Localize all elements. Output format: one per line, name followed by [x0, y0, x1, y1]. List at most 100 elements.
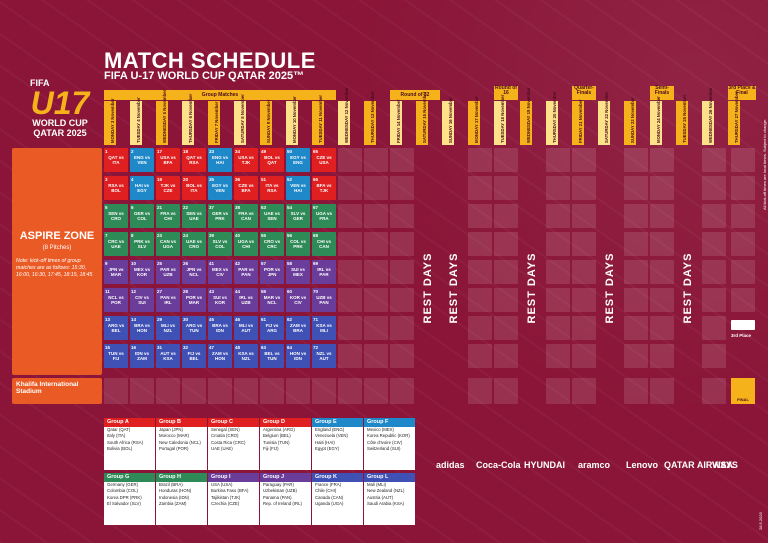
match-cell: 3 RSA vs BOL — [104, 176, 128, 200]
empty-slot — [731, 176, 755, 200]
day-header: MONDAY 10 November — [286, 96, 298, 145]
empty-slot — [494, 148, 518, 172]
match-cell: 65 CZE vs USA — [312, 148, 336, 172]
sponsor-logo: Coca-Cola — [476, 460, 521, 470]
side-note: All kick-off times are local times. Subj… — [762, 118, 767, 210]
match-cell: 21 FRA vs CHI — [156, 204, 180, 228]
empty-slot — [390, 378, 414, 404]
match-cell: 53 UAE vs SEN — [260, 204, 284, 228]
empty-slot — [731, 232, 755, 256]
match-cell: 27 PAN vs IRL — [156, 288, 180, 312]
sponsors-row: adidas Coca-Cola HYUNDAI aramco Lenovo QATAR … — [436, 450, 746, 510]
empty-slot — [390, 344, 414, 368]
match-cell: 15 TUN vs FIJ — [104, 344, 128, 368]
empty-slot — [468, 176, 492, 200]
match-cell: 37 GER vs PRK — [208, 204, 232, 228]
empty-slot — [650, 176, 674, 200]
match-cell: 60 KOR vs CIV — [286, 288, 310, 312]
stage-semi-finals: Semi-Finals — [650, 86, 674, 100]
match-cell: 14 BRA vs HON — [130, 316, 154, 340]
page-title: MATCH SCHEDULE — [104, 48, 316, 73]
empty-slot — [364, 316, 388, 340]
empty-slot — [572, 378, 596, 404]
empty-slot — [650, 288, 674, 312]
group-box: Group C Senegal (SEN) Croatia (CRO) Costa R… — [208, 418, 259, 470]
third-place-slot — [731, 320, 755, 330]
empty-slot — [468, 288, 492, 312]
match-cell: 7 CRC vs UAE — [104, 232, 128, 256]
rest-days-label: REST DAYS — [448, 252, 460, 324]
day-header: SUNDAY 23 November — [624, 97, 636, 145]
empty-slot — [546, 378, 570, 404]
match-cell: 16 IDN vs ZAM — [130, 344, 154, 368]
empty-slot — [572, 288, 596, 312]
empty-slot — [338, 378, 362, 404]
stage-round-of-16: Round of 16 — [494, 86, 518, 100]
match-cell: 57 POR vs JPN — [260, 260, 284, 284]
match-cell: 50 EGY vs ENG — [286, 148, 310, 172]
empty-slot — [702, 232, 726, 256]
empty-slot — [572, 148, 596, 172]
match-cell: 68 CHI vs CAN — [312, 232, 336, 256]
match-cell: 12 CIV vs SUI — [130, 288, 154, 312]
group-box: Group D Argentina (ARG) Belgium (BEL) Tunis… — [260, 418, 311, 470]
sponsor-logo: HYUNDAI — [524, 460, 566, 470]
rest-days-label: REST DAYS — [526, 252, 538, 324]
group-box: Group F Mexico (MEX) Korea Republic (KOR) C… — [364, 418, 415, 470]
day-header: SATURDAY 22 November — [598, 92, 610, 145]
match-cell: 69 IRL vs PAR — [312, 260, 336, 284]
match-cell: 40 UGA vs CHI — [234, 232, 258, 256]
stage-quarter-finals: Quarter-Finals — [572, 86, 596, 100]
match-cell: 25 PAR vs UZB — [156, 260, 180, 284]
empty-slot — [338, 260, 362, 284]
empty-slot — [572, 232, 596, 256]
match-cell: 42 PAR vs PAN — [234, 260, 258, 284]
empty-slot — [390, 232, 414, 256]
empty-slot — [650, 148, 674, 172]
day-header: MONDAY 17 November — [468, 96, 480, 145]
empty-slot — [286, 378, 310, 404]
empty-slot — [494, 288, 518, 312]
group-box: Group K France (FRA) Chile (CHI) Canada (CA… — [312, 473, 363, 525]
empty-slot — [494, 204, 518, 228]
empty-slot — [312, 378, 336, 404]
rest-days-label: REST DAYS — [422, 252, 434, 324]
match-cell: 32 FIJ vs BEL — [182, 344, 206, 368]
sponsor-logo: adidas — [436, 460, 465, 470]
empty-slot — [390, 148, 414, 172]
empty-slot — [182, 378, 206, 404]
empty-slot — [494, 176, 518, 200]
day-header: THURSDAY 13 November — [364, 91, 376, 145]
empty-slot — [546, 316, 570, 340]
empty-slot — [572, 316, 596, 340]
empty-slot — [702, 288, 726, 312]
empty-slot — [624, 176, 648, 200]
empty-slot — [468, 344, 492, 368]
match-cell: 61 FIJ vs ARG — [260, 316, 284, 340]
day-header: SATURDAY 15 November — [416, 92, 428, 145]
day-header: TUESDAY 4 November — [130, 97, 142, 145]
match-cell: 30 ARG vs TUN — [182, 316, 206, 340]
match-cell: 55 CRO vs CRC — [260, 232, 284, 256]
empty-slot — [260, 378, 284, 404]
match-cell: 34 USA vs TJK — [234, 148, 258, 172]
match-cell: 63 BEL vs TUN — [260, 344, 284, 368]
empty-slot — [546, 204, 570, 228]
empty-slot — [546, 344, 570, 368]
empty-slot — [468, 148, 492, 172]
empty-slot — [468, 260, 492, 284]
match-cell: 2 ENG vs VEN — [130, 148, 154, 172]
empty-slot — [702, 344, 726, 368]
group-box: Group E England (ENG) Venezuela (VEN) Haiti… — [312, 418, 363, 470]
match-cell: 31 AUT vs KSA — [156, 344, 180, 368]
match-cell: 4 HAI vs EGY — [130, 176, 154, 200]
empty-slot — [338, 288, 362, 312]
empty-slot — [546, 176, 570, 200]
sponsor-logo: VISA — [712, 460, 734, 470]
day-header: THURSDAY 6 November — [182, 94, 194, 145]
match-cell: 18 QAT vs RSA — [182, 148, 206, 172]
match-cell: 47 ZAM vs HON — [208, 344, 232, 368]
group-box: Group I USA (USA) Burkina Faso (BFA) Tajiki… — [208, 473, 259, 525]
empty-slot — [494, 344, 518, 368]
day-header: WEDNESDAY 5 November — [156, 90, 168, 145]
